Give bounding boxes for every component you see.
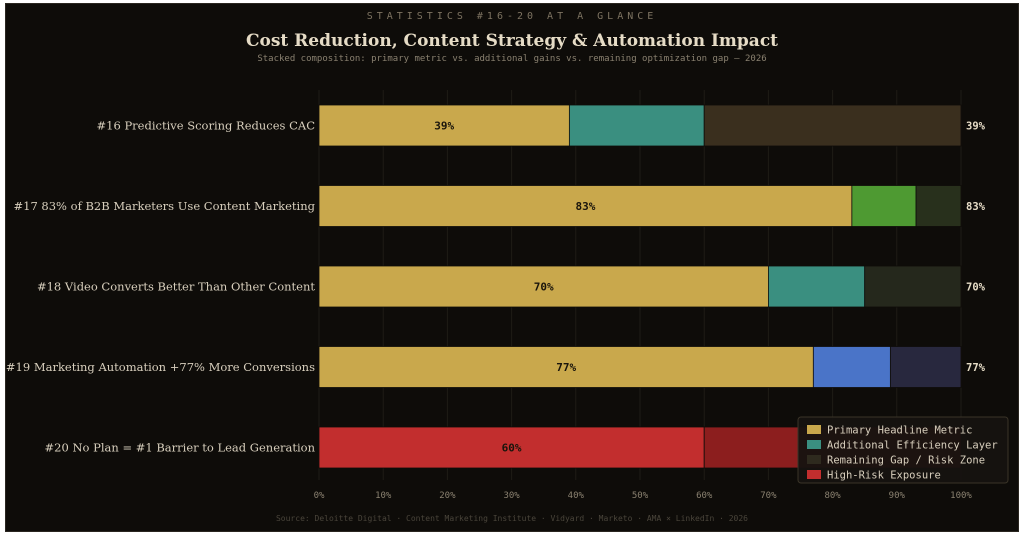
x-tick-label: 50% [632, 491, 649, 501]
legend-entry: High-Risk Exposure [827, 470, 941, 482]
bar-segment [703, 104, 962, 147]
legend-swatch [807, 425, 821, 434]
x-tick-label: 100% [950, 491, 972, 501]
bar-value-label: 39% [434, 120, 454, 133]
x-tick-label: 70% [760, 491, 777, 501]
category-label: #18 Video Converts Better Than Other Con… [37, 280, 315, 294]
chart-subtitle: Stacked composition: primary metric vs. … [257, 54, 767, 64]
bar-segment [768, 265, 866, 308]
x-tick-label: 40% [568, 491, 585, 501]
chart-overline: STATISTICS #16-20 AT A GLANCE [366, 11, 658, 22]
category-label: #16 Predictive Scoring Reduces CAC [97, 119, 316, 133]
bar-end-label: 77% [966, 362, 986, 374]
source-note: Source: Deloitte Digital · Content Marke… [275, 514, 748, 523]
bar-segment [864, 265, 962, 308]
x-tick-label: 60% [696, 491, 713, 501]
legend-entry: Additional Efficiency Layer [827, 440, 998, 452]
x-tick-label: 30% [503, 491, 520, 501]
stacked-bar-chart: 0% 10% 20% 30% 40% 50% 60% 70% 80% 90% 100% #16 Pre… [6, 90, 1009, 501]
category-label: #20 No Plan = #1 Barrier to Lead Generat… [45, 441, 316, 455]
bar-end-label: 39% [966, 121, 986, 133]
bar-value-label: 60% [502, 442, 522, 455]
bar-value-label: 70% [534, 281, 554, 294]
bar-value-label: 77% [556, 361, 576, 374]
chart-title: Cost Reduction, Content Strategy & Autom… [245, 31, 779, 51]
bar-segment [318, 265, 769, 308]
bar-segment [318, 346, 814, 388]
legend-swatch [807, 470, 821, 479]
x-tick-label: 20% [439, 491, 456, 501]
bar-segment [318, 104, 570, 147]
chart-legend [797, 416, 1009, 484]
bar-segment [889, 346, 962, 388]
bar-segment [568, 104, 705, 147]
x-tick-label: 0% [314, 491, 325, 501]
category-label: #19 Marketing Automation +77% More Conve… [6, 360, 315, 374]
bar-segment [812, 346, 891, 388]
bar-segment [851, 185, 917, 227]
x-tick-label: 10% [375, 491, 392, 501]
chart-frame: STATISTICS #16-20 AT A GLANCE Cost Reduc… [5, 3, 1019, 532]
bar-segment [318, 185, 853, 227]
legend-swatch [807, 440, 821, 449]
category-label: #17 83% of B2B Marketers Use Content Mar… [14, 199, 316, 213]
legend-swatch [807, 455, 821, 464]
legend-entry: Primary Headline Metric [827, 425, 972, 437]
legend-entry: Remaining Gap / Risk Zone [827, 455, 985, 467]
bar-segment [915, 185, 962, 227]
bar-value-label: 83% [575, 200, 595, 213]
bar-segment [318, 426, 705, 469]
bar-end-label: 70% [966, 282, 986, 294]
x-tick-label: 90% [889, 491, 906, 501]
bar-end-label: 83% [966, 201, 986, 213]
x-tick-label: 80% [824, 491, 841, 501]
